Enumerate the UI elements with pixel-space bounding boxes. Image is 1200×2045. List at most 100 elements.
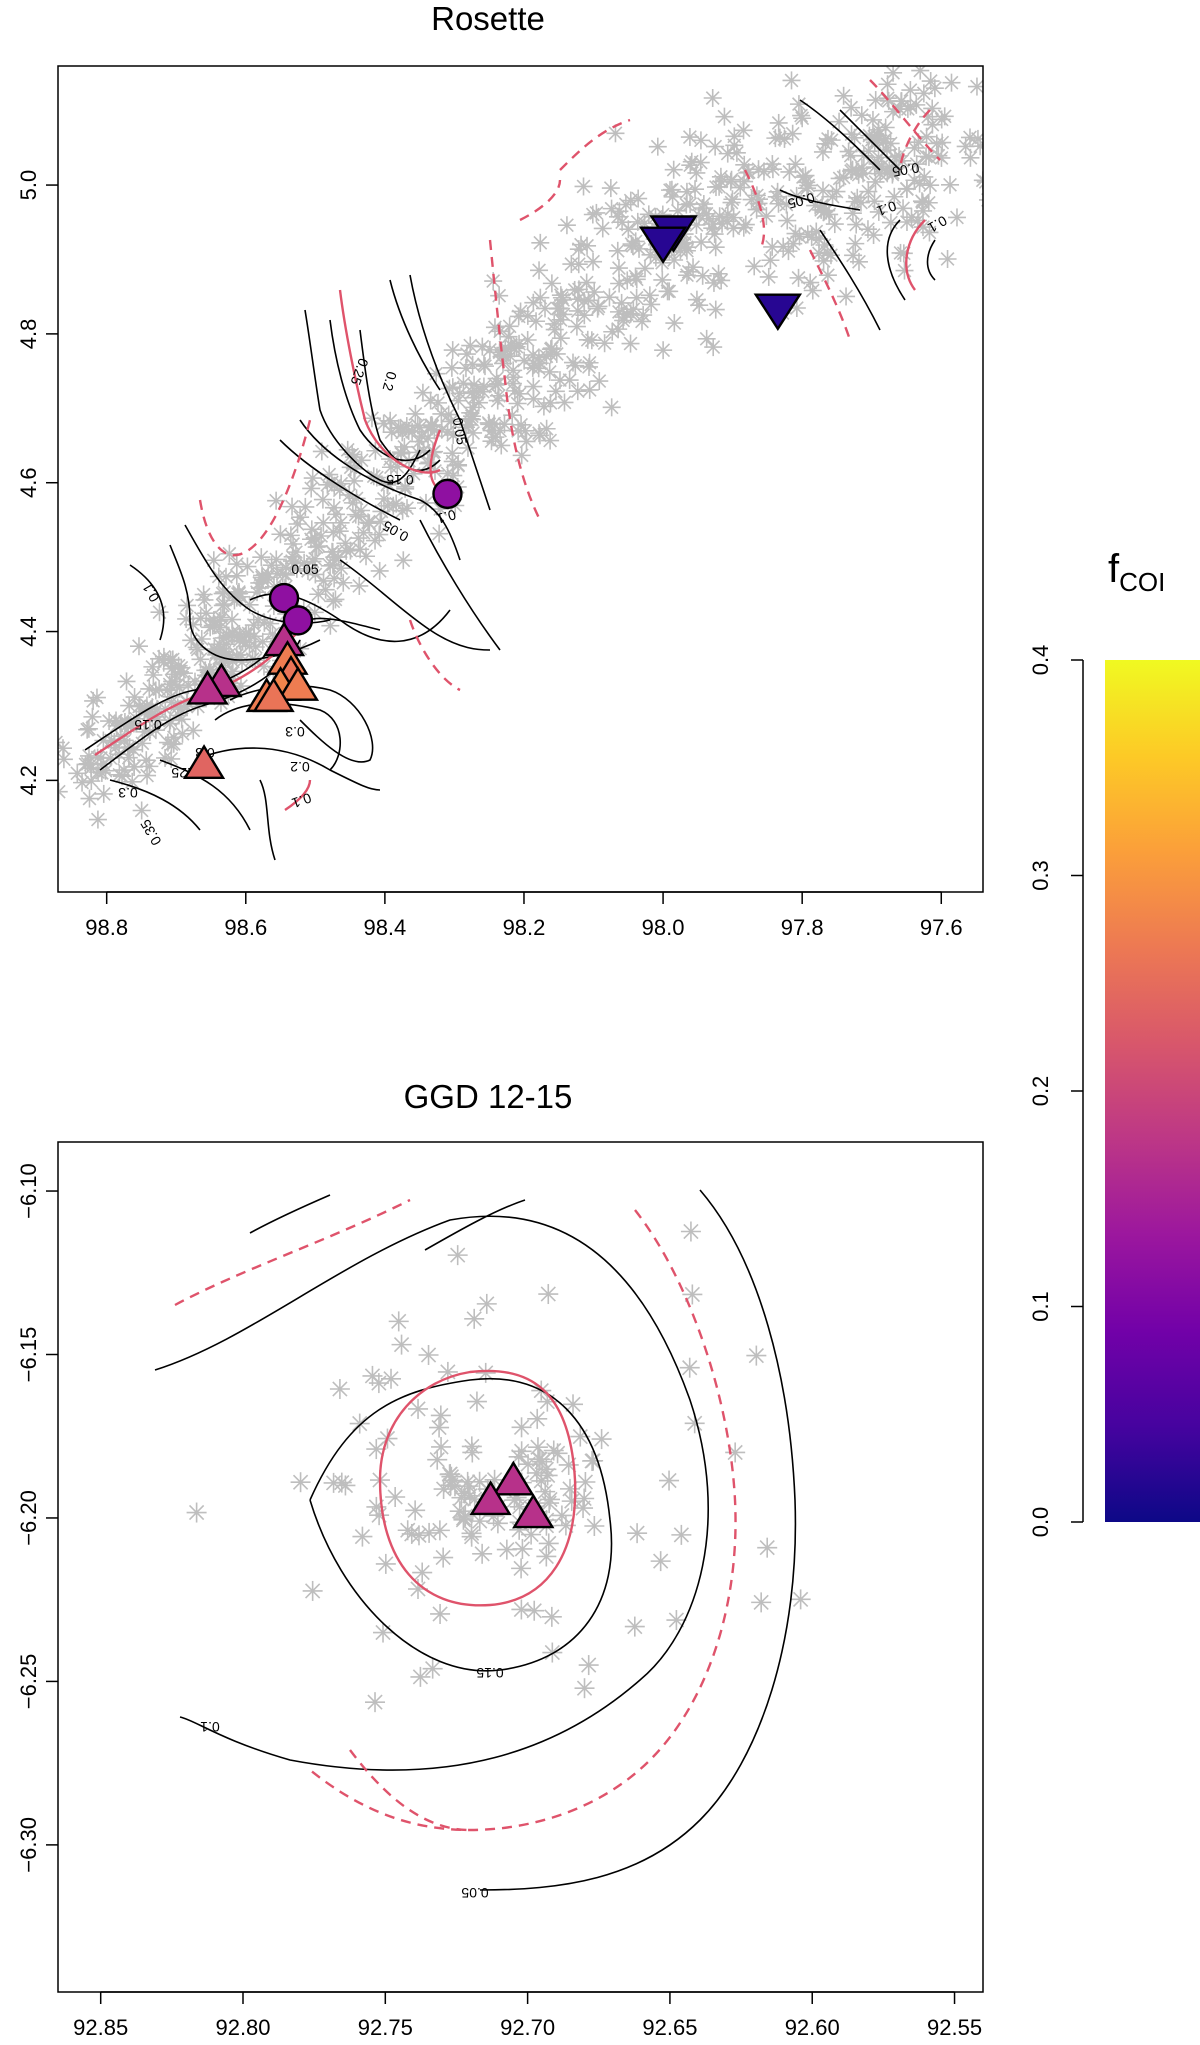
background-point [541, 431, 560, 450]
contour-line [129, 564, 165, 641]
background-point [595, 334, 614, 353]
background-point [186, 1502, 207, 1523]
background-point [727, 143, 746, 162]
background-point [463, 398, 482, 417]
background-point [349, 1413, 370, 1434]
background-point [58, 750, 73, 769]
background-point [616, 195, 635, 214]
background-point [798, 179, 817, 198]
background-point [73, 773, 92, 792]
background-point [885, 187, 904, 206]
background-point [584, 1516, 605, 1537]
background-point [761, 251, 780, 270]
y-tick-label: 4.4 [16, 616, 41, 647]
background-point [659, 1470, 680, 1491]
background-point [227, 566, 246, 585]
background-point [578, 1655, 599, 1676]
background-point [902, 208, 921, 227]
background-point [818, 129, 837, 148]
background-point [542, 274, 561, 293]
contour-label: 0.1 [200, 1719, 220, 1735]
background-point [866, 172, 885, 191]
ggd-dashed-contours [174, 1198, 737, 1832]
contour-label: 0.05 [461, 1885, 488, 1901]
background-point [447, 1245, 468, 1266]
x-tick-label: 92.80 [215, 2015, 270, 2040]
contour-line [886, 219, 906, 301]
background-point [441, 1470, 462, 1491]
background-point [822, 131, 841, 150]
background-point [591, 1429, 612, 1450]
background-point [682, 1284, 703, 1305]
background-point [466, 1391, 487, 1412]
contour-line [339, 559, 491, 651]
source-triangle-marker [469, 1480, 512, 1516]
background-point [763, 160, 782, 179]
background-point [17, 795, 35, 813]
background-point [413, 383, 432, 402]
contour-label: 0.1 [875, 198, 899, 220]
background-point [378, 474, 397, 493]
background-point [433, 1479, 454, 1500]
background-point [590, 372, 609, 391]
background-point [783, 124, 802, 143]
background-point [511, 1417, 532, 1438]
background-point [559, 1478, 580, 1499]
background-point [589, 297, 608, 316]
colorbar-tick-label: 0.1 [1028, 1291, 1053, 1322]
background-point [444, 425, 463, 444]
background-point [693, 266, 712, 285]
contour-line [926, 239, 936, 281]
background-point [684, 258, 703, 277]
background-point [938, 249, 957, 268]
background-point [995, 150, 1013, 168]
highlight-contour [905, 219, 926, 291]
ggd-title: GGD 12-15 [404, 1078, 573, 1115]
background-point [680, 128, 699, 147]
background-point [562, 255, 581, 274]
background-point [538, 1284, 559, 1305]
contour-line [424, 1199, 526, 1251]
contour-line [419, 519, 501, 651]
background-point [464, 1308, 485, 1329]
background-point [408, 1398, 429, 1419]
background-point [94, 784, 113, 803]
background-point [429, 1417, 450, 1438]
background-point [351, 540, 370, 559]
background-point [704, 273, 723, 292]
background-point [614, 308, 633, 327]
background-point [454, 374, 473, 393]
x-tick-label: 92.70 [500, 2015, 555, 2040]
background-point [125, 757, 144, 776]
background-point [626, 267, 645, 286]
colorbar-tick-label: 0.3 [1028, 860, 1053, 891]
background-point [332, 559, 351, 578]
background-point [746, 1345, 767, 1366]
background-point [524, 1600, 545, 1621]
background-point [721, 172, 740, 191]
background-point [650, 1551, 671, 1572]
background-point [184, 721, 203, 740]
background-point [325, 569, 344, 588]
background-point [381, 1368, 402, 1389]
source-triangle-marker [512, 1493, 555, 1529]
background-point [554, 290, 573, 309]
background-point [640, 286, 659, 305]
background-point [536, 1546, 557, 1567]
ggd-sources [469, 1460, 555, 1529]
background-point [847, 215, 866, 234]
background-point [302, 1580, 323, 1601]
contour-label: 0.15 [386, 472, 413, 488]
background-point [686, 180, 705, 199]
background-point [830, 169, 849, 188]
background-point [790, 1589, 811, 1610]
background-point [532, 1451, 553, 1472]
background-point [600, 288, 619, 307]
background-point [391, 443, 410, 462]
background-point [582, 1450, 603, 1471]
background-point [177, 609, 196, 628]
background-point [83, 707, 102, 726]
background-point [898, 99, 917, 118]
background-point [830, 112, 849, 131]
background-point [680, 1221, 701, 1242]
